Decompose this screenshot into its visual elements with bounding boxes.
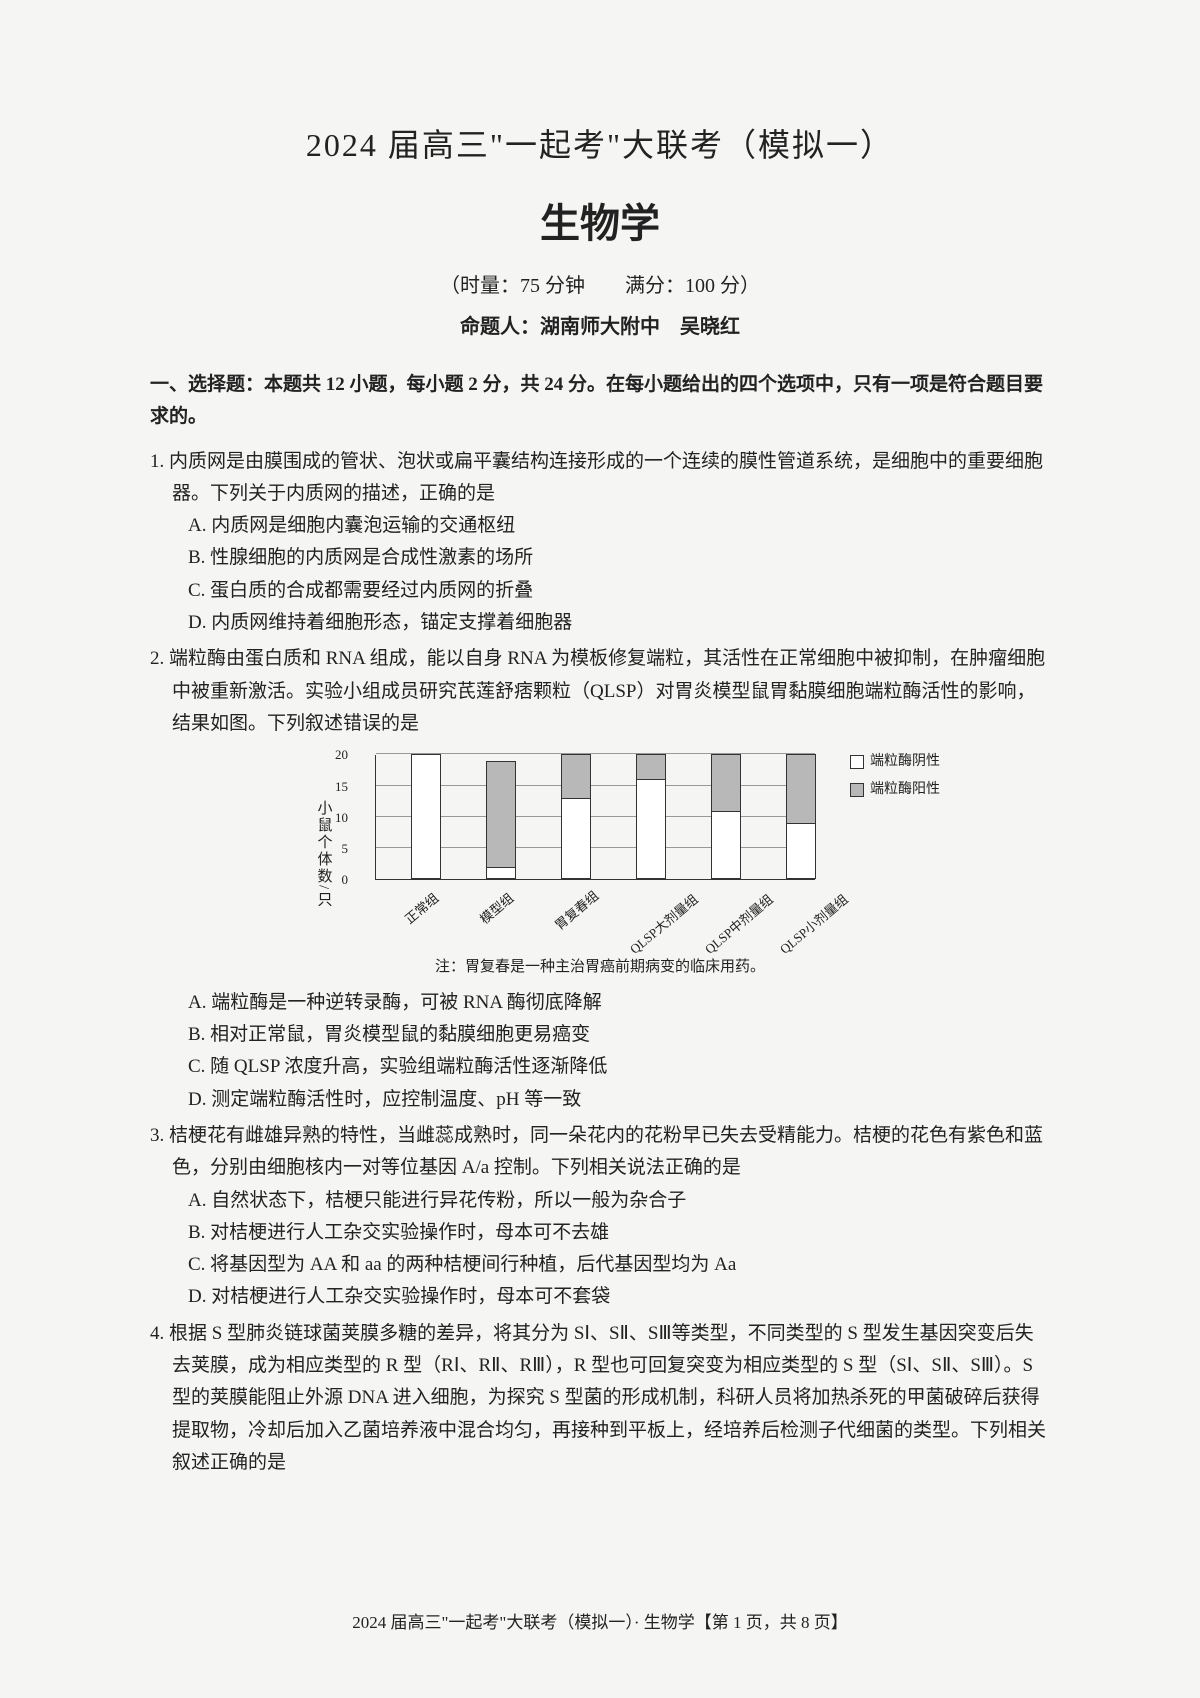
option-1a: A. 内质网是细胞内囊泡运输的交通枢纽 <box>150 510 1050 542</box>
legend-pos-label: 端粒酶阳性 <box>870 778 940 802</box>
time-score-info: （时量：75 分钟 满分：100 分） <box>150 269 1050 298</box>
page-footer: 2024 届高三"一起考"大联考（模拟一）· 生物学【第 1 页，共 8 页】 <box>0 1608 1200 1633</box>
question-4-text: 4. 根据 S 型肺炎链球菌荚膜多糖的差异，将其分为 SⅠ、SⅡ、SⅢ等类型，不… <box>150 1318 1050 1479</box>
question-3: 3. 桔梗花有雌雄异熟的特性，当雌蕊成熟时，同一朵花内的花粉早已失去受精能力。桔… <box>150 1120 1050 1314</box>
question-2: 2. 端粒酶由蛋白质和 RNA 组成，能以自身 RNA 为模板修复端粒，其活性在… <box>150 643 1050 1116</box>
chart-legend: 端粒酶阴性 端粒酶阳性 <box>850 750 940 806</box>
option-1d: D. 内质网维持着细胞形态，锚定支撑着细胞器 <box>150 607 1050 639</box>
option-3d: D. 对桔梗进行人工杂交实验操作时，母本可不套袋 <box>150 1281 1050 1313</box>
legend-neg-label: 端粒酶阴性 <box>870 750 940 774</box>
option-2c: C. 随 QLSP 浓度升高，实验组端粒酶活性逐渐降低 <box>150 1051 1050 1083</box>
y-axis-label: 小鼠个体数/只 <box>310 800 336 908</box>
plot-area <box>375 755 815 880</box>
option-2a: A. 端粒酶是一种逆转录酶，可被 RNA 酶彻底降解 <box>150 987 1050 1019</box>
question-3-text: 3. 桔梗花有雌雄异熟的特性，当雌蕊成熟时，同一朵花内的花粉早已失去受精能力。桔… <box>150 1120 1050 1185</box>
question-4: 4. 根据 S 型肺炎链球菌荚膜多糖的差异，将其分为 SⅠ、SⅡ、SⅢ等类型，不… <box>150 1318 1050 1479</box>
option-2b: B. 相对正常鼠，胃炎模型鼠的黏膜细胞更易癌变 <box>150 1019 1050 1051</box>
bar-chart: 小鼠个体数/只 端粒酶阴性 端粒酶阳性 05101520 正常组模型组胃复春组Q… <box>340 750 860 950</box>
option-2d: D. 测定端粒酶活性时，应控制温度、pH 等一致 <box>150 1084 1050 1116</box>
chart-note: 注：胃复春是一种主治胃癌前期病变的临床用药。 <box>150 955 1050 981</box>
legend-pos: 端粒酶阳性 <box>850 778 940 802</box>
exam-title: 2024 届高三"一起考"大联考（模拟一） <box>150 120 1050 166</box>
question-2-text: 2. 端粒酶由蛋白质和 RNA 组成，能以自身 RNA 为模板修复端粒，其活性在… <box>150 643 1050 740</box>
option-1c: C. 蛋白质的合成都需要经过内质网的折叠 <box>150 575 1050 607</box>
author-info: 命题人：湖南师大附中 吴晓红 <box>150 310 1050 339</box>
option-3c: C. 将基因型为 AA 和 aa 的两种桔梗间行种植，后代基因型均为 Aa <box>150 1249 1050 1281</box>
question-1: 1. 内质网是由膜围成的管状、泡状或扁平囊结构连接形成的一个连续的膜性管道系统，… <box>150 446 1050 640</box>
x-labels: 正常组模型组胃复春组QLSP大剂量组QLSP中剂量组QLSP小剂量组 <box>375 885 815 945</box>
option-1b: B. 性腺细胞的内质网是合成性激素的场所 <box>150 542 1050 574</box>
question-1-text: 1. 内质网是由膜围成的管状、泡状或扁平囊结构连接形成的一个连续的膜性管道系统，… <box>150 446 1050 511</box>
subject-title: 生物学 <box>150 191 1050 249</box>
section-1-header: 一、选择题：本题共 12 小题，每小题 2 分，共 24 分。在每小题给出的四个… <box>150 369 1050 434</box>
legend-neg: 端粒酶阴性 <box>850 750 940 774</box>
option-3b: B. 对桔梗进行人工杂交实验操作时，母本可不去雄 <box>150 1217 1050 1249</box>
legend-pos-box <box>850 783 864 797</box>
option-3a: A. 自然状态下，桔梗只能进行异花传粉，所以一般为杂合子 <box>150 1185 1050 1217</box>
legend-neg-box <box>850 755 864 769</box>
